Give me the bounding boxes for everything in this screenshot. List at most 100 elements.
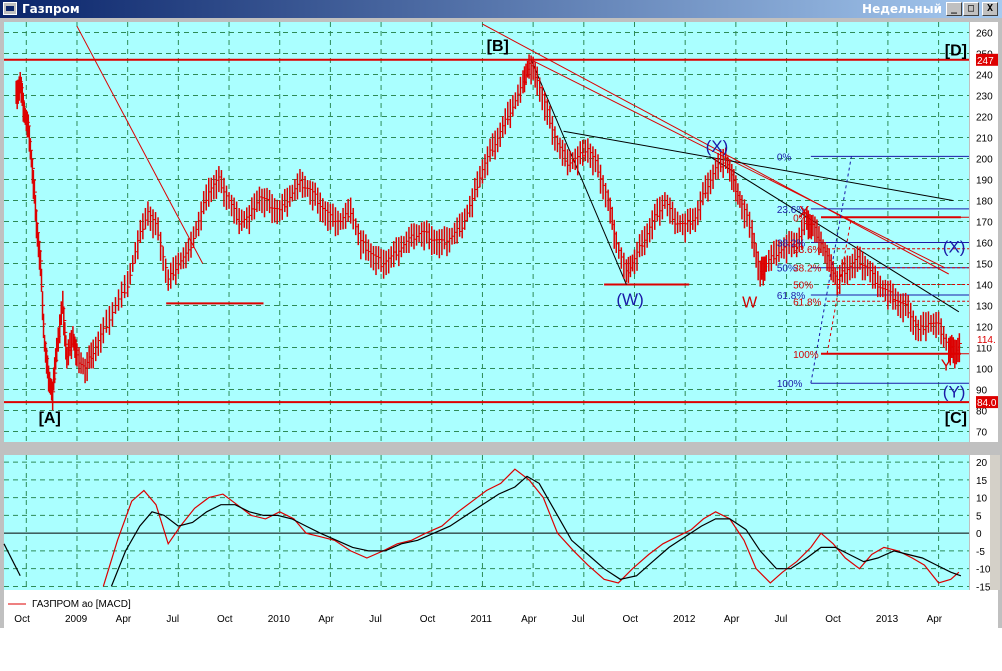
x-tick-label: Oct: [825, 614, 841, 625]
price-tag-bg: [976, 396, 998, 409]
wave-label: Y: [941, 357, 952, 374]
y-tick-label: 210: [976, 134, 993, 145]
fib-red-label: 23.6%: [793, 245, 821, 256]
macd-tick-label: 15: [976, 476, 988, 487]
title-bar[interactable]: Газпром Недельный _ □ X: [0, 0, 1002, 18]
x-tick-label: 2010: [268, 614, 291, 625]
x-tick-label: Oct: [14, 614, 30, 625]
minimize-button[interactable]: _: [946, 2, 962, 16]
x-tick-label: Oct: [217, 614, 233, 625]
trend-line: [563, 130, 953, 201]
y-tick-label: 240: [976, 71, 993, 82]
x-tick-label: 2009: [65, 614, 88, 625]
x-tick-label: Apr: [521, 614, 537, 625]
x-tick-label: Jul: [369, 614, 382, 625]
fib-red-label: 0%: [793, 213, 808, 224]
maximize-button[interactable]: □: [963, 2, 979, 16]
x-tick-label: 2011: [470, 614, 492, 625]
period-label: Недельный: [862, 2, 942, 16]
price-tag: 114.: [977, 335, 996, 346]
fib-red-label: 100%: [793, 350, 819, 361]
macd-series: [3, 468, 962, 587]
wave-label: (X): [943, 238, 966, 257]
trend-line: [76, 25, 204, 264]
macd-tick-label: 0: [976, 529, 982, 540]
axis-labels: 2602502402302202102001901801701601501401…: [14, 29, 998, 625]
fib-red-diagonal: [826, 217, 852, 354]
macd-tick-label: 20: [976, 458, 988, 469]
legend-label: ГАЗПРОМ ао [MACD]: [32, 599, 131, 610]
wave-label: [A]: [39, 410, 61, 427]
x-tick-label: Apr: [927, 614, 943, 625]
fib-red-label: 61.8%: [793, 297, 821, 308]
fib-blue-label: 0%: [777, 152, 792, 163]
wave-label: W: [742, 294, 758, 311]
y-tick-label: 140: [976, 281, 993, 292]
close-button[interactable]: X: [982, 2, 998, 16]
price-tag: 247: [977, 56, 994, 67]
y-tick-label: 70: [976, 428, 988, 439]
macd-scrollbar[interactable]: [990, 455, 1000, 590]
fib-blue-label: 23.6%: [777, 205, 805, 216]
fib-blue-label: 61.8%: [777, 291, 805, 302]
annotations: [4, 23, 969, 404]
macd-signal-line: [110, 475, 962, 587]
wave-label: (W): [616, 290, 643, 309]
y-tick-label: 90: [976, 386, 988, 397]
x-tick-label: 2012: [673, 614, 696, 625]
window-icon: [3, 2, 17, 15]
macd-panel: [4, 455, 969, 590]
fib-red-label: 50%: [793, 281, 813, 292]
y-tick-label: 180: [976, 197, 993, 208]
window-title: Газпром: [22, 2, 80, 16]
price-axis: [970, 22, 998, 442]
macd-tick-label: -5: [976, 547, 985, 558]
wave-label: [B]: [487, 38, 509, 55]
y-tick-label: 260: [976, 29, 993, 40]
y-tick-label: 80: [976, 407, 988, 418]
price-series: [15, 54, 962, 411]
fib-blue-label: 38.2%: [777, 239, 805, 250]
chart-area[interactable]: 0%23.6%38.2%50%61.8%100%0%23.6%38.2%50%6…: [0, 18, 1002, 628]
macd-axis: [970, 455, 990, 590]
trend-line: [709, 155, 960, 313]
macd-tick-label: -10: [976, 565, 991, 576]
fib-blue-label: 100%: [777, 379, 803, 390]
x-tick-label: Apr: [724, 614, 740, 625]
x-tick-label: Apr: [318, 614, 334, 625]
y-tick-label: 130: [976, 302, 993, 313]
macd-tick-label: -15: [976, 582, 991, 593]
x-tick-label: Jul: [775, 614, 788, 625]
x-tick-label: Oct: [420, 614, 436, 625]
macd-tick-label: 10: [976, 494, 988, 505]
x-tick-label: 2013: [876, 614, 899, 625]
x-tick-label: Jul: [166, 614, 179, 625]
y-tick-label: 170: [976, 218, 993, 229]
trend-line: [530, 59, 945, 269]
trend-line: [482, 23, 949, 275]
y-tick-label: 220: [976, 113, 993, 124]
y-tick-label: 160: [976, 239, 993, 250]
grid: [4, 22, 969, 590]
y-tick-label: 150: [976, 260, 993, 271]
wave-label: (X): [706, 137, 729, 156]
price-panel: [4, 22, 969, 442]
fib-red-label: 38.2%: [793, 264, 821, 275]
macd-tick-label: 5: [976, 511, 982, 522]
y-tick-label: 110: [976, 344, 992, 355]
x-tick-label: Jul: [572, 614, 585, 625]
labels: 0%23.6%38.2%50%61.8%100%0%23.6%38.2%50%6…: [39, 38, 967, 427]
y-tick-label: 200: [976, 155, 993, 166]
chart-window: Газпром Недельный _ □ X 0% 23.6% 38.2% 50% 6…: [0, 0, 1002, 628]
fib-blue-label: 50%: [777, 264, 797, 275]
price-tag-bg: [976, 53, 998, 66]
price-tag-bg: [976, 333, 998, 346]
wave-label: [D]: [945, 42, 967, 59]
wave-label: X: [799, 204, 810, 221]
y-tick-label: 100: [976, 365, 993, 376]
trend-line: [530, 59, 627, 285]
price-tag: 84.0: [977, 398, 997, 409]
x-tick-label: Oct: [622, 614, 638, 625]
y-tick-label: 190: [976, 176, 993, 187]
wave-label: (Y): [943, 383, 966, 402]
